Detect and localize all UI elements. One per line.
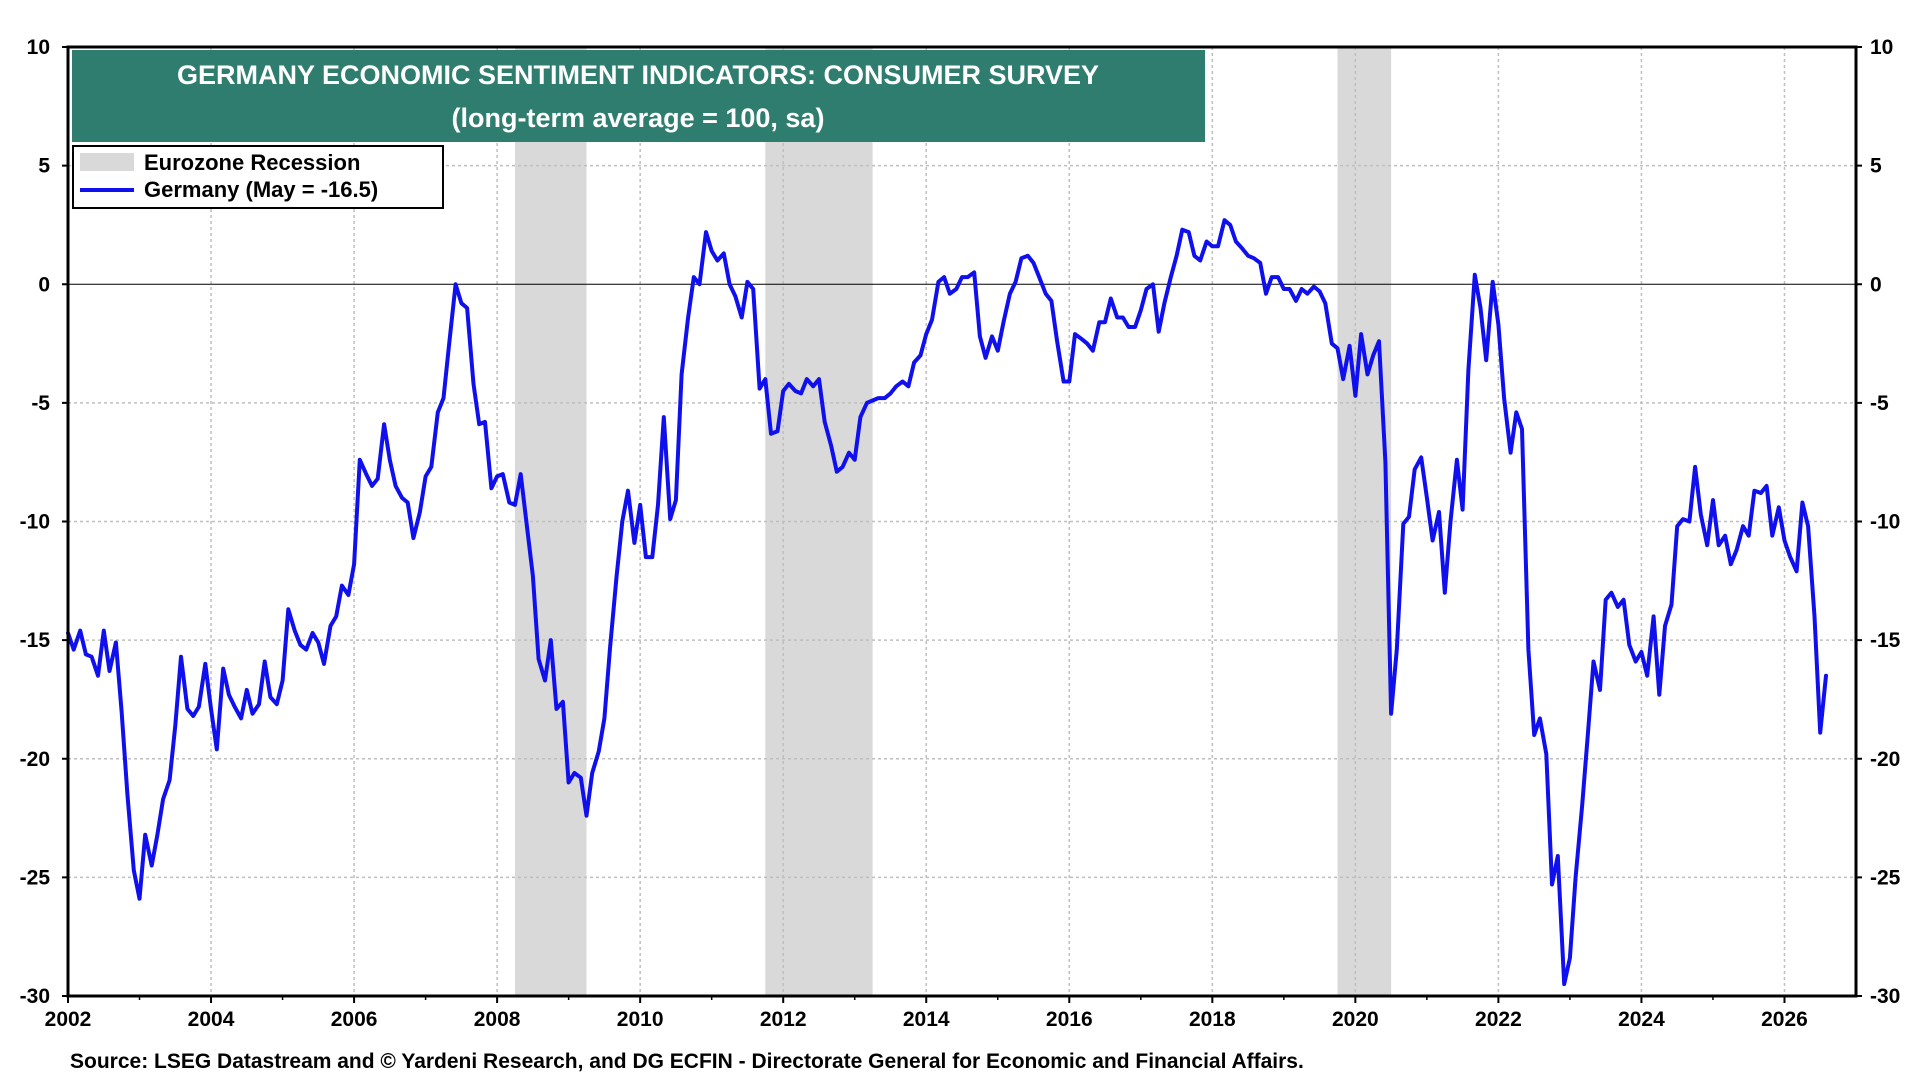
y-tick-label-left: 10 — [27, 36, 50, 59]
chart-subtitle: (long-term average = 100, sa) — [452, 103, 825, 133]
source-note: Source: LSEG Datastream and © Yardeni Re… — [70, 1050, 1304, 1073]
legend-recession-label: Eurozone Recession — [144, 150, 360, 175]
x-tick-label: 2012 — [760, 1008, 807, 1031]
x-tick-label: 2020 — [1332, 1008, 1379, 1031]
x-tick-label: 2002 — [45, 1008, 92, 1031]
x-tick-label: 2024 — [1618, 1008, 1665, 1031]
x-tick-label: 2010 — [617, 1008, 664, 1031]
y-tick-label-right: -25 — [1870, 866, 1901, 889]
x-tick-label: 2014 — [903, 1008, 950, 1031]
y-tick-label-left: 0 — [38, 273, 50, 296]
y-tick-label-left: -5 — [31, 392, 50, 415]
y-tick-label-right: -15 — [1870, 629, 1901, 652]
y-tick-label-right: 10 — [1870, 36, 1893, 59]
y-tick-label-left: -25 — [20, 866, 51, 889]
y-tick-label-right: 5 — [1870, 155, 1882, 178]
y-tick-label-left: -20 — [20, 748, 50, 771]
y-tick-label-left: 5 — [38, 155, 50, 178]
legend-recession-swatch — [80, 153, 134, 171]
x-tick-label: 2016 — [1046, 1008, 1093, 1031]
series-layer — [66, 218, 1828, 987]
x-tick-label: 2022 — [1475, 1008, 1522, 1031]
x-tick-label: 2008 — [474, 1008, 521, 1031]
y-tick-label-left: -10 — [20, 511, 50, 534]
y-tick-label-left: -15 — [20, 629, 51, 652]
y-tick-label-right: -20 — [1870, 748, 1900, 771]
x-tick-label: 2026 — [1761, 1008, 1808, 1031]
legend-series-label: Germany (May = -16.5) — [144, 177, 378, 202]
y-tick-label-right: -10 — [1870, 511, 1900, 534]
grid-layer — [68, 47, 1856, 996]
x-tick-label: 2004 — [188, 1008, 235, 1031]
y-tick-label-left: -30 — [20, 985, 50, 1008]
tick-labels: 10 10 5 5 0 0 -5 -5 -10 -10 -15 -15 -20 -20 -25 -25 -30 -… — [20, 36, 1901, 1031]
chart-title: GERMANY ECONOMIC SENTIMENT INDICATORS: C… — [177, 60, 1099, 90]
legend: Eurozone Recession Germany (May = -16.5) — [72, 145, 444, 209]
y-tick-label-right: -5 — [1870, 392, 1889, 415]
y-tick-label-right: 0 — [1870, 273, 1882, 296]
x-tick-label: 2006 — [331, 1008, 378, 1031]
title-box: GERMANY ECONOMIC SENTIMENT INDICATORS: C… — [72, 50, 1205, 142]
legend-box — [72, 145, 444, 209]
x-tick-label: 2018 — [1189, 1008, 1236, 1031]
series-line-1 — [66, 218, 1828, 987]
title-background — [72, 50, 1205, 142]
y-tick-label-right: -30 — [1870, 985, 1900, 1008]
